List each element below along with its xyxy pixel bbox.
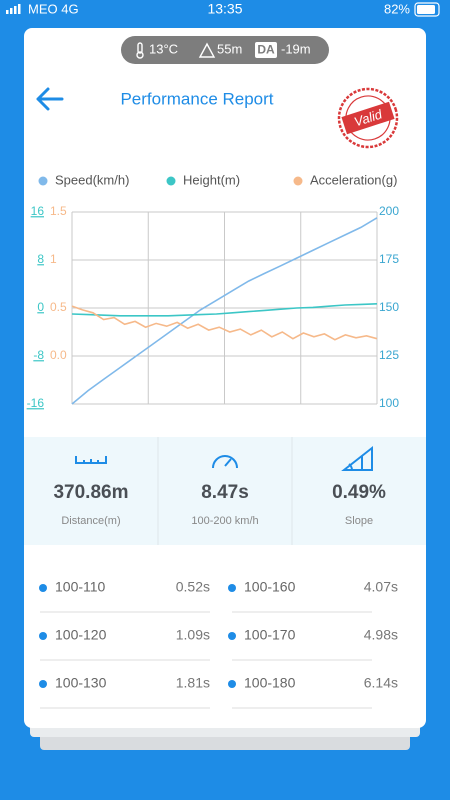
split-dot — [228, 680, 236, 688]
valid-stamp: Valid — [337, 87, 399, 149]
legend-swatch — [293, 176, 303, 186]
split-dot — [39, 632, 47, 640]
stamp-band — [341, 101, 395, 135]
clock: 13:35 — [207, 1, 242, 17]
altitude: 55m — [217, 41, 242, 56]
split-dot — [228, 632, 236, 640]
stats: 370.86m Distance(m) 8.47s 100-200 km/h 0.49%… — [53, 482, 386, 527]
carrier: MEO 4G — [28, 1, 79, 16]
series-line — [71, 303, 378, 317]
split-time: 6.14s — [364, 675, 398, 691]
acceleration-tick-label: 0.0 — [50, 348, 67, 362]
acceleration-tick-label: 1 — [50, 252, 57, 266]
battery-level — [417, 5, 435, 14]
chart: -16 -8 0 8 16 0.0 0.5 1 1.5 100 125 150 175 200 Speed(… — [27, 172, 400, 410]
series-line — [71, 217, 378, 405]
split-time: 1.09s — [176, 627, 210, 643]
legend-label: Height(m) — [183, 172, 240, 187]
stat-value: 370.86m — [53, 482, 128, 503]
legend-swatch — [166, 176, 176, 186]
height-tick-label: 8 — [37, 252, 44, 266]
splits: 100-110 0.52s 100-160 4.07s 100-120 1.09s 100-… — [39, 579, 398, 709]
mountain-icon — [198, 42, 216, 58]
ruler-icon — [75, 456, 107, 464]
split-range: 100-120 — [55, 627, 107, 643]
speed-tick-label: 175 — [379, 252, 399, 266]
signal-bar — [6, 10, 9, 14]
signal-bar — [14, 6, 17, 14]
temperature: 13°C — [149, 41, 178, 56]
height-tick-label: 16 — [31, 204, 45, 218]
split-time: 4.98s — [364, 627, 398, 643]
signal-bar — [10, 8, 13, 14]
status-bar: MEO 4G 13:35 82% — [6, 1, 440, 17]
split-time: 0.52s — [176, 579, 210, 595]
height-tick-label: -16 — [27, 396, 45, 410]
split-range: 100-160 — [244, 579, 296, 595]
gauge-needle — [224, 458, 232, 467]
conditions-pill — [121, 36, 329, 64]
battery-icon — [414, 2, 440, 17]
signal-bar — [18, 4, 21, 14]
split-range: 100-180 — [244, 675, 296, 691]
stat-label: Slope — [345, 515, 373, 527]
stamp-ring — [337, 87, 399, 149]
thermometer-icon — [137, 42, 143, 54]
stat-value: 8.47s — [201, 482, 249, 503]
da-label: DA — [257, 43, 275, 57]
legend-label: Speed(km/h) — [55, 172, 129, 187]
split-range: 100-170 — [244, 627, 296, 643]
acceleration-tick-label: 1.5 — [50, 204, 67, 218]
height-tick-label: 0 — [37, 300, 44, 314]
slope-icon — [341, 445, 373, 471]
stat-label: Distance(m) — [61, 515, 120, 527]
stat-label: 100-200 km/h — [191, 515, 258, 527]
speed-tick-label: 200 — [379, 204, 399, 218]
legend-label: Acceleration(g) — [310, 172, 397, 187]
speed-tick-label: 125 — [379, 348, 399, 362]
gauge-icon — [212, 455, 238, 469]
split-dot — [228, 584, 236, 592]
back-button[interactable] — [36, 87, 64, 111]
series-line — [71, 305, 378, 341]
height-tick-label: -8 — [33, 348, 44, 362]
split-dot — [39, 680, 47, 688]
density-altitude: -19m — [281, 41, 311, 56]
page-title: Performance Report — [120, 89, 273, 108]
da-badge — [255, 42, 277, 58]
split-time: 4.07s — [364, 579, 398, 595]
split-range: 100-110 — [55, 579, 106, 595]
split-range: 100-130 — [55, 675, 107, 691]
acceleration-tick-label: 0.5 — [50, 300, 67, 314]
speed-tick-label: 150 — [379, 300, 399, 314]
thermometer-bulb — [136, 51, 144, 59]
split-dot — [39, 584, 47, 592]
battery-percent: 82% — [384, 1, 410, 16]
legend-swatch — [38, 176, 48, 186]
stat-value: 0.49% — [332, 482, 386, 503]
speed-tick-label: 100 — [379, 396, 399, 410]
split-time: 1.81s — [176, 675, 210, 691]
